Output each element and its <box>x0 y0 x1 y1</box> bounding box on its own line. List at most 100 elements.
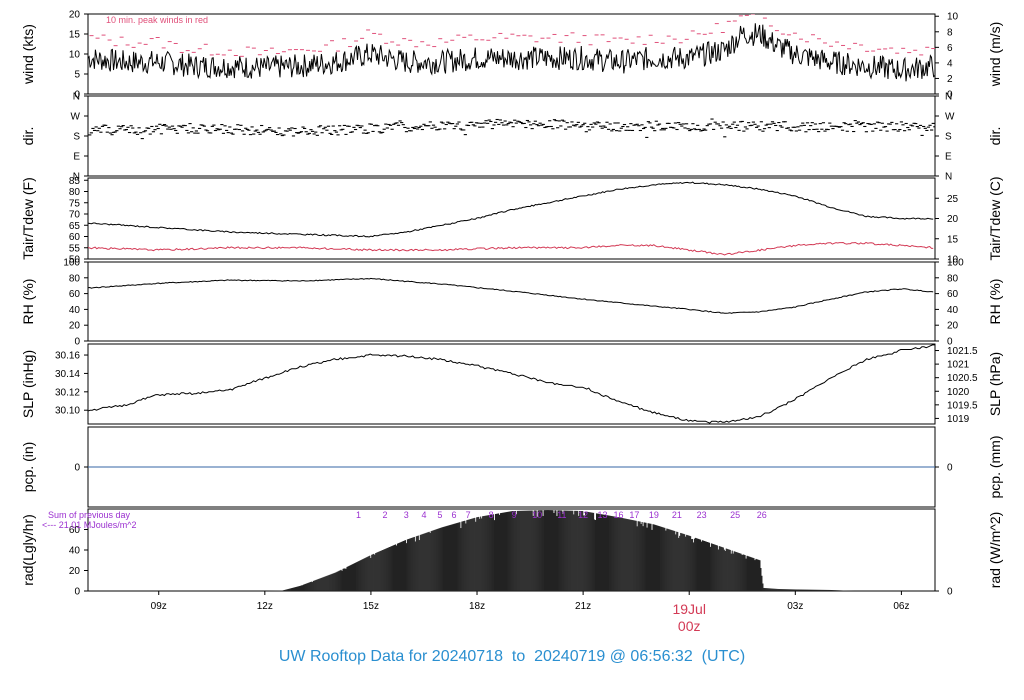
footer-prefix: UW Rooftop Data for <box>278 648 428 665</box>
radiation-sum-label: Sum of previous day <box>48 510 131 520</box>
series-dew-point <box>88 241 934 256</box>
left-axis-label: SLP (inHg) <box>20 350 36 418</box>
left-tick-label: 20 <box>69 10 81 21</box>
left-tick-label: 30.10 <box>55 406 80 417</box>
left-tick-label: E <box>73 152 80 163</box>
peak-wind-annotation: 10 min. peak winds in red <box>106 15 208 25</box>
radiation-hour-label: 7 <box>466 510 471 520</box>
left-tick-label: 0 <box>74 337 80 348</box>
right-tick-label: 6 <box>947 43 953 54</box>
radiation-hour-label: 6 <box>452 510 457 520</box>
left-tick-label: S <box>73 132 80 143</box>
date-label-day: 19Jul <box>672 601 705 617</box>
series-sea-level-pressure <box>88 344 935 424</box>
right-tick-label: 2 <box>947 74 953 85</box>
x-tick-label: 21z <box>575 601 591 612</box>
right-tick-label: S <box>945 132 952 143</box>
panel-plot-area <box>88 277 934 314</box>
radiation-sum-value: <--- 21.01 MJoules/m^2 <box>42 520 137 530</box>
left-tick-label: 30.16 <box>55 351 80 362</box>
right-axis-label: pcp. (mm) <box>987 436 1003 499</box>
left-tick-label: 50 <box>69 255 81 266</box>
left-tick-label: 60 <box>69 289 81 300</box>
left-tick-label: 20 <box>69 566 81 577</box>
right-axis-label: wind (m/s) <box>987 22 1003 88</box>
panel-plot-area <box>265 510 856 591</box>
left-tick-label: 60 <box>69 525 81 536</box>
right-tick-label: 1019.5 <box>947 400 978 411</box>
left-tick-label: 30.14 <box>55 369 80 380</box>
left-tick-label: 55 <box>69 243 81 254</box>
right-tick-label: 0 <box>947 463 953 474</box>
x-tick-label: 15z <box>363 601 379 612</box>
right-tick-label: 8 <box>947 27 953 38</box>
right-tick-label: 1020.5 <box>947 373 978 384</box>
panel-plot-area <box>88 181 934 256</box>
left-axis-label: dir. <box>20 127 36 146</box>
right-tick-label: N <box>945 172 952 183</box>
series-wind-speed <box>88 23 935 82</box>
x-tick-label: 06z <box>893 601 909 612</box>
right-tick-label: 20 <box>947 321 959 332</box>
left-axis-label: Tair/Tdew (F) <box>20 177 36 259</box>
right-tick-label: 25 <box>947 194 959 205</box>
radiation-hour-label: 10 <box>532 510 542 520</box>
left-axis-label: rad(Lgly/hr) <box>20 514 36 586</box>
footer-start-date: 20240718 <box>431 648 503 665</box>
left-tick-label: 70 <box>69 210 81 221</box>
left-tick-label: 80 <box>69 273 81 284</box>
left-tick-label: 40 <box>69 305 81 316</box>
left-tick-label: N <box>73 172 80 183</box>
left-axis-label: wind (kts) <box>20 24 36 85</box>
radiation-hour-label: 13 <box>598 510 608 520</box>
x-tick-label: 18z <box>469 601 485 612</box>
panel-plot-area <box>88 344 935 424</box>
left-tick-label: 20 <box>69 321 81 332</box>
right-tick-label: 20 <box>947 214 959 225</box>
right-tick-label: 0 <box>947 587 953 598</box>
right-axis-label: RH (%) <box>987 279 1003 325</box>
radiation-hour-label: 26 <box>757 510 767 520</box>
radiation-hour-label: 17 <box>629 510 639 520</box>
left-tick-label: 80 <box>69 187 81 198</box>
left-axis-label: pcp. (in) <box>20 442 36 493</box>
left-tick-label: 100 <box>63 258 80 269</box>
radiation-hour-label: 2 <box>383 510 388 520</box>
left-tick-label: 65 <box>69 221 81 232</box>
radiation-hour-label: 19 <box>649 510 659 520</box>
left-tick-label: 0 <box>74 587 80 598</box>
radiation-hour-label: 25 <box>730 510 740 520</box>
panel-plot-area <box>88 118 935 140</box>
right-tick-label: 40 <box>947 305 959 316</box>
left-tick-label: 40 <box>69 546 81 557</box>
footer-timezone: (UTC) <box>701 648 746 665</box>
panel-wind: 0 5 10 15 20 0 2 4 6 8 10 wind (kts) wind (m/s) 10 mi… <box>20 10 1003 101</box>
radiation-hour-label: 11 <box>557 510 566 520</box>
panel-slp: 30.10 30.12 30.14 30.16 1019 1019.5 1020 1020.5… <box>20 343 1003 425</box>
right-tick-label: 1019 <box>947 414 970 425</box>
left-tick-label: 60 <box>69 232 81 243</box>
right-tick-label: 0 <box>947 337 953 348</box>
right-tick-label: 0 <box>947 90 953 101</box>
series-relative-humidity <box>88 277 934 314</box>
series-air-temperature <box>88 181 934 238</box>
panel-plot-area <box>88 14 935 82</box>
date-label-time: 00z <box>678 618 701 634</box>
radiation-hour-label: 16 <box>613 510 623 520</box>
left-tick-label: 75 <box>69 198 81 209</box>
panel-rad: 0 20 40 60 0 rad(Lgly/hr) rad (W/m^2) Sum of pr… <box>20 508 1003 598</box>
left-tick-label: 0 <box>74 463 80 474</box>
right-tick-label: 1021 <box>947 360 970 371</box>
left-tick-label: 15 <box>69 30 81 41</box>
left-tick-label: 85 <box>69 176 81 187</box>
panel-frame <box>87 177 936 260</box>
right-tick-label: 10 <box>947 12 959 23</box>
x-tick-label: 03z <box>787 601 803 612</box>
radiation-hour-label: 1 <box>356 510 361 520</box>
right-tick-label: N <box>945 92 952 103</box>
right-axis-label: rad (W/m^2) <box>987 512 1003 589</box>
